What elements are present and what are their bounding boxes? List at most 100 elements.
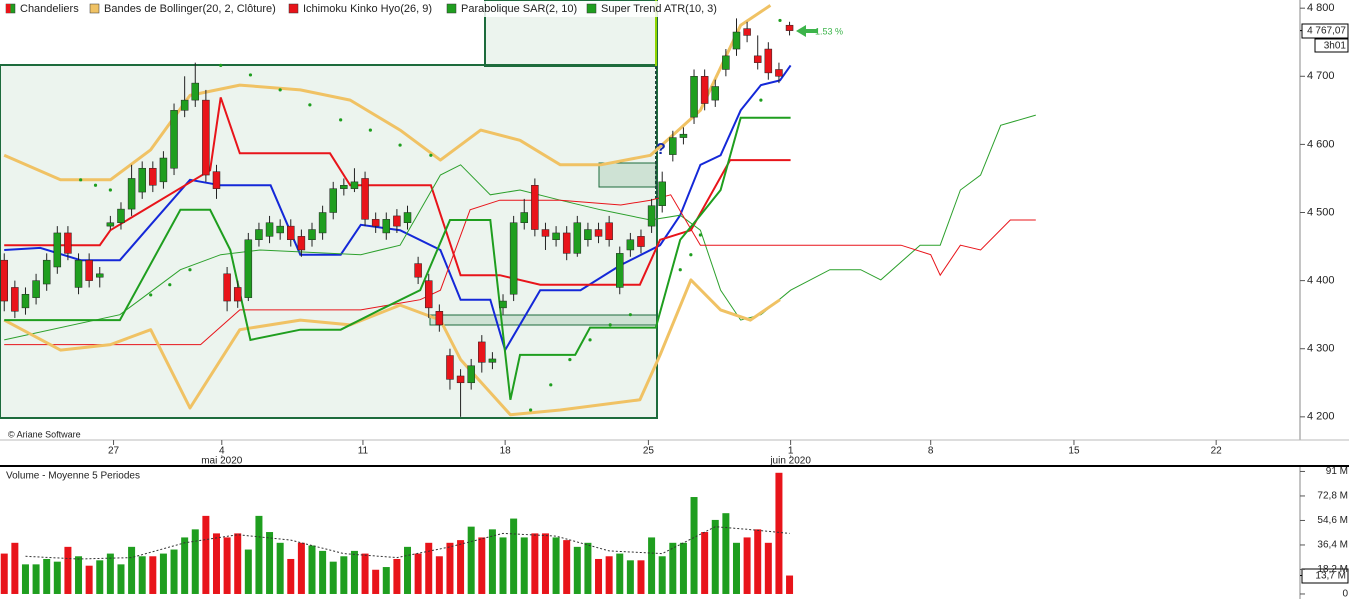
candle-body [562, 232, 571, 254]
volume-bar [446, 542, 454, 594]
candle-body [669, 137, 677, 155]
candle-body [531, 185, 539, 230]
volume-bar [658, 556, 666, 594]
y-tick-label: 4 800 [1307, 2, 1335, 14]
y-tick-label: 4 400 [1307, 275, 1335, 287]
last-price: 4 767,07 [1307, 26, 1346, 37]
candle-body [361, 178, 369, 220]
candle-body [117, 208, 125, 223]
candle-body [584, 229, 592, 241]
x-tick-label: 11 [358, 446, 369, 457]
volume-bar [478, 537, 486, 594]
volume-bar [563, 540, 571, 594]
candle-body [679, 133, 688, 138]
y-tick-label: 36,4 M [1317, 540, 1348, 551]
legend-swatch [586, 3, 597, 14]
candle-body [520, 212, 528, 223]
candle-body [499, 300, 507, 309]
volume-bar [414, 553, 422, 594]
volume-bar [743, 537, 751, 594]
ichimoku-line [4, 97, 791, 286]
x-tick-label: 1 [788, 446, 794, 457]
volume-bar [786, 575, 794, 594]
volume-bar [552, 537, 560, 594]
month-label: juin 2020 [769, 456, 811, 467]
candle-body [64, 232, 72, 254]
volume-bar [605, 556, 613, 594]
volume-area [0, 472, 794, 594]
candle-body [212, 171, 221, 189]
volume-bar [329, 561, 337, 594]
candle-body [541, 229, 550, 237]
candle-body [223, 273, 231, 302]
y-tick-label: 4 200 [1307, 411, 1335, 423]
volume-bar [637, 560, 645, 594]
candle-body [191, 82, 200, 101]
volume-bar [308, 545, 316, 594]
volume-bar [404, 546, 412, 594]
candle-body [350, 181, 359, 189]
volume-bar [340, 556, 348, 594]
candle-body [0, 259, 8, 302]
volume-bar [361, 553, 369, 594]
volume-bar [32, 564, 40, 594]
candle-body [255, 229, 263, 241]
volume-average [25, 526, 790, 560]
volume-bar [170, 549, 178, 594]
candle-body [21, 293, 30, 309]
interval-box [1314, 38, 1349, 53]
volume-bar [287, 558, 295, 594]
candle-body [509, 222, 518, 295]
x-tick-label: 15 [1068, 446, 1080, 457]
candle-body [414, 263, 422, 278]
volume-bar [255, 515, 263, 594]
candle-body [393, 215, 401, 227]
candle-body [244, 239, 253, 298]
volume-bar [106, 553, 114, 594]
candle-body [106, 222, 115, 227]
sar-point [549, 383, 553, 387]
volume-bar [128, 546, 136, 594]
volume-bar [616, 553, 624, 594]
sar-point [149, 293, 153, 297]
bollinger-upper [3, 4, 772, 182]
sar-point [628, 313, 632, 317]
sar-point [108, 188, 112, 192]
candle-body [488, 358, 497, 363]
candle-body [340, 185, 348, 189]
candle-body [53, 232, 62, 268]
sar-point [339, 118, 343, 122]
candle-body [382, 219, 391, 234]
volume-bar [499, 537, 507, 594]
volume-bar [276, 542, 284, 594]
legend: Chandeliers Bandes de Bollinger(20, 2, Cl… [5, 3, 717, 15]
volume-bar [510, 518, 518, 594]
y-tick-label: 0 [1342, 589, 1348, 599]
volume-bar [0, 553, 8, 594]
change-arrow [796, 25, 818, 37]
sar-point [93, 183, 98, 187]
candle-body [647, 205, 656, 227]
legend-swatch [446, 3, 457, 14]
volume-bar [149, 556, 157, 594]
candle-body [32, 280, 40, 298]
volume-bar [53, 561, 61, 594]
volume-bar [191, 529, 199, 594]
volume-bar [75, 556, 83, 594]
candle-body [11, 287, 19, 312]
ichimoku-line [4, 64, 792, 353]
volume-bar [159, 553, 167, 594]
legend-swatch [6, 4, 11, 13]
candle-body [573, 222, 582, 254]
volume-bar [701, 532, 709, 594]
sar-point [368, 128, 372, 132]
candle-body [159, 157, 168, 183]
y-tick-label: 4 300 [1307, 343, 1335, 355]
legend-label: Parabolique SAR(2, 10) [461, 3, 577, 15]
candle-body [775, 69, 783, 77]
volume-bar [244, 549, 252, 594]
candle-body [329, 188, 337, 213]
candle-body [85, 259, 93, 281]
y-tick-label: 91 M [1326, 466, 1348, 477]
zone-box [598, 162, 657, 188]
